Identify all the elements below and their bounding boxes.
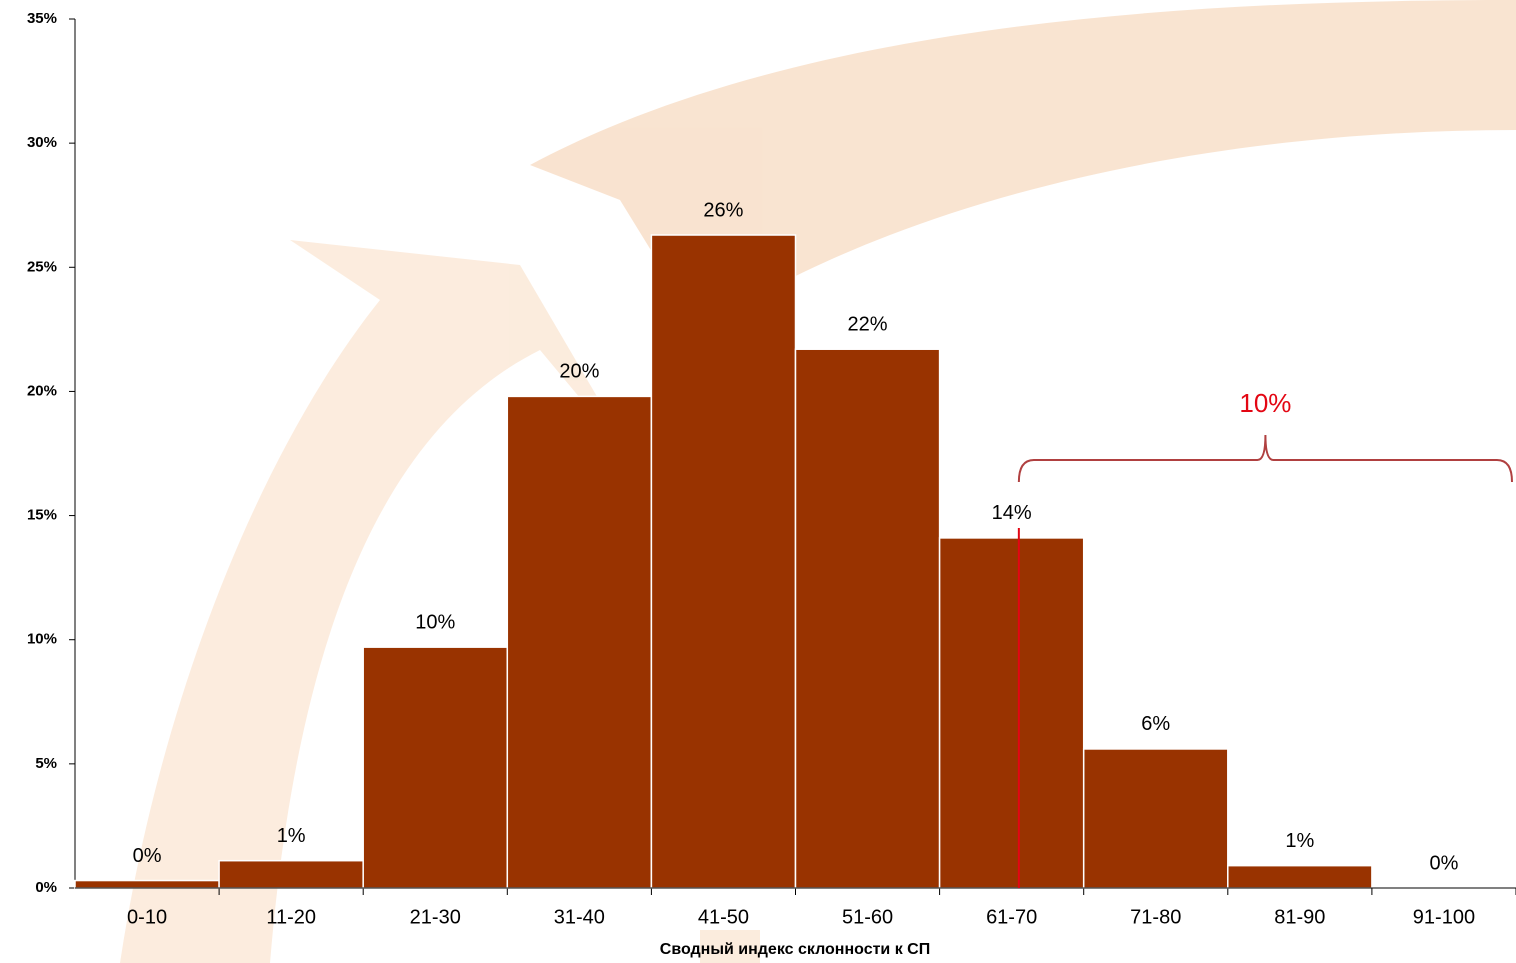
- value-label: 1%: [277, 825, 306, 847]
- bar: [506, 395, 653, 889]
- bar: [794, 348, 941, 889]
- value-label: 14%: [992, 502, 1032, 524]
- annotation-brace: [1017, 434, 1513, 483]
- bar: [218, 859, 364, 889]
- y-tick-label: 20%: [27, 382, 57, 399]
- bar: [1227, 864, 1373, 889]
- value-label: 10%: [415, 611, 455, 633]
- x-axis-label: Сводный индекс склонности к СП: [660, 941, 930, 958]
- value-label: 0%: [133, 845, 162, 867]
- value-label: 0%: [1429, 852, 1458, 874]
- y-tick-label: 5%: [35, 755, 57, 772]
- x-tick-label: 51-60: [842, 906, 893, 928]
- value-label: 1%: [1285, 830, 1314, 852]
- x-tick-label: 41-50: [698, 906, 749, 928]
- x-tick-label: 31-40: [554, 906, 605, 928]
- x-tick-label: 11-20: [266, 906, 316, 928]
- y-tick-label: 25%: [27, 258, 57, 275]
- value-label: 6%: [1141, 713, 1170, 735]
- y-tick-label: 0%: [35, 879, 57, 896]
- value-label: 26%: [703, 199, 743, 221]
- x-tick-label: 81-90: [1274, 906, 1325, 928]
- y-tick-label: 30%: [27, 134, 57, 151]
- y-tick-label: 15%: [27, 507, 57, 524]
- annotation: 10%: [1239, 388, 1291, 418]
- bar: [650, 234, 797, 889]
- value-label: 22%: [848, 314, 888, 336]
- bar: [938, 537, 1085, 889]
- x-tick-label: 0-10: [127, 906, 167, 928]
- x-tick-label: 61-70: [986, 906, 1037, 928]
- y-tick-label: 35%: [27, 10, 57, 27]
- x-tick-label: 71-80: [1130, 906, 1181, 928]
- value-label: 20%: [559, 361, 599, 383]
- y-tick-label: 10%: [27, 631, 57, 648]
- bar: [1082, 748, 1229, 889]
- x-tick-label: 21-30: [410, 906, 461, 928]
- bar: [362, 646, 509, 889]
- x-tick-label: 91-100: [1413, 906, 1475, 928]
- bar: [74, 879, 220, 889]
